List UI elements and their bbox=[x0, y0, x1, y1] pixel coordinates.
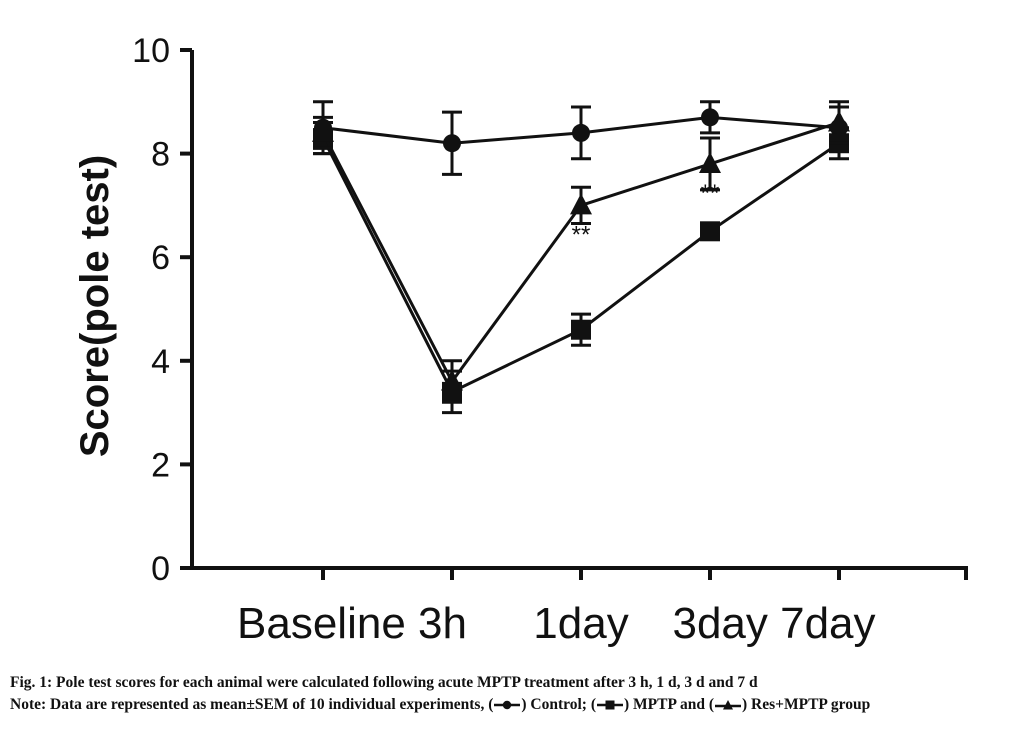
note-prefix: Note: Data are represented as mean±SEM o… bbox=[10, 696, 494, 713]
chart-labels: 0 2 4 6 8 10 Baseline 3h 1day 3day 7day Score(pol… bbox=[73, 32, 876, 648]
y-tick-label: 0 bbox=[151, 550, 170, 588]
data-point-triangle bbox=[699, 151, 721, 173]
y-tick-label: 8 bbox=[151, 136, 170, 174]
y-tick-label: 4 bbox=[151, 343, 170, 381]
legend-res-label: ) Res+MPTP group bbox=[742, 696, 871, 713]
data-point-square bbox=[700, 221, 720, 242]
series-line bbox=[321, 137, 840, 394]
legend-mptp-label: ) MPTP and ( bbox=[624, 696, 714, 713]
legend-square-icon bbox=[597, 700, 623, 710]
data-point-circle bbox=[572, 123, 590, 142]
y-tick-label: 10 bbox=[132, 32, 170, 70]
significance-label: ** bbox=[701, 180, 720, 207]
x-category-label: 1day bbox=[533, 599, 628, 648]
data-point-triangle bbox=[312, 120, 334, 142]
data-point-triangle bbox=[441, 369, 463, 391]
figure-note: Note: Data are represented as mean±SEM o… bbox=[10, 696, 870, 714]
data-point-triangle bbox=[570, 193, 592, 215]
data-point-square bbox=[571, 319, 591, 340]
y-axis-title: Score(pole test) bbox=[73, 155, 117, 457]
significance-label: ** bbox=[572, 221, 591, 248]
legend-triangle-icon bbox=[715, 700, 741, 710]
data-point-triangle bbox=[828, 110, 850, 132]
pole-test-chart: 0 2 4 6 8 10 Baseline 3h 1day 3day 7day Score(pol… bbox=[73, 32, 968, 648]
data-point-circle bbox=[443, 134, 461, 153]
series-res-mptp bbox=[312, 100, 850, 404]
data-point-circle bbox=[701, 108, 719, 127]
series-control bbox=[313, 100, 849, 176]
y-tick-label: 2 bbox=[151, 446, 170, 484]
chart-axes bbox=[180, 48, 968, 580]
figure-caption: Fig. 1: Pole test scores for each animal… bbox=[10, 674, 758, 692]
caption-line1: Fig. 1: Pole test scores for each animal… bbox=[10, 674, 758, 691]
series-layer bbox=[312, 100, 850, 415]
legend-control-label: ) Control; ( bbox=[521, 696, 596, 713]
x-category-label: Baseline 3h bbox=[237, 599, 467, 648]
legend-circle-icon bbox=[494, 700, 521, 710]
y-tick-label: 6 bbox=[151, 239, 170, 277]
x-category-label: 3day 7day bbox=[672, 599, 875, 648]
